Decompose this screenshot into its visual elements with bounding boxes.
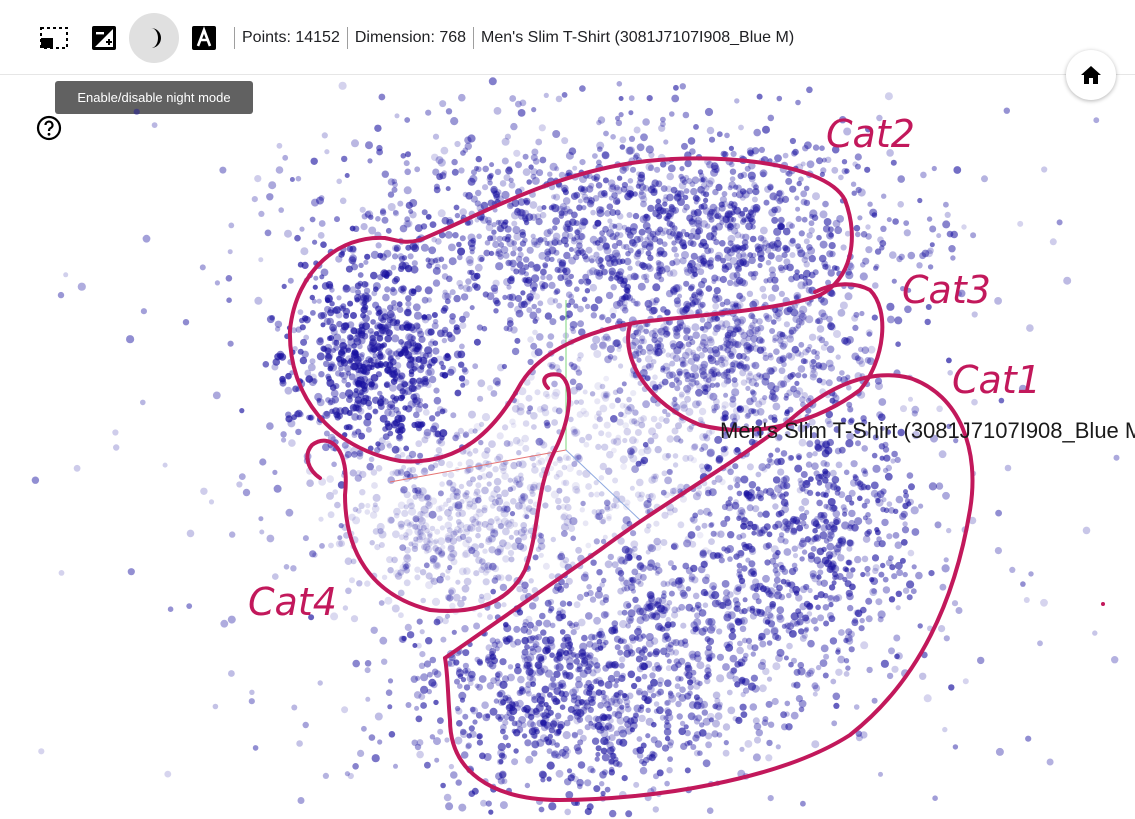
cat3-label: Cat3 <box>902 268 991 312</box>
selection-mode-button[interactable] <box>29 13 79 63</box>
cluster-annotations <box>287 156 975 802</box>
home-icon <box>1081 66 1101 84</box>
scatter-plot[interactable]: Cat2 Cat3 Cat1 Cat4 <box>0 76 1135 819</box>
cat1-label: Cat1 <box>952 358 1041 402</box>
annotation-dot <box>1101 602 1105 606</box>
projection-info: Points: 14152 Dimension: 768 Men's Slim … <box>234 27 801 49</box>
points-count: Points: 14152 <box>234 27 347 49</box>
hover-point-label: Men's Slim T-Shirt (3081J7107I908_Blue M… <box>720 418 1135 443</box>
labels-button[interactable] <box>179 13 229 63</box>
image-edit-icon <box>92 26 116 50</box>
help-circle-icon <box>36 115 62 141</box>
dimension-count: Dimension: 768 <box>346 27 473 49</box>
cat4-label: Cat4 <box>248 580 337 624</box>
moon-icon <box>151 28 161 48</box>
selected-point-name: Men's Slim T-Shirt (3081J7107I908_Blue M… <box>473 27 801 49</box>
scatter-points <box>31 77 1120 818</box>
cluster-labels: Cat2 Cat3 Cat1 Cat4 <box>248 112 1041 624</box>
home-button[interactable] <box>1066 50 1116 100</box>
cat2-label: Cat2 <box>826 112 915 156</box>
edit-label-button[interactable] <box>79 13 129 63</box>
cat1-outline <box>443 373 975 802</box>
cat4-outline <box>305 372 572 613</box>
select-rectangle-icon <box>40 27 68 49</box>
help-button[interactable] <box>36 115 62 141</box>
cat2-outline <box>287 156 854 464</box>
night-mode-tooltip: Enable/disable night mode <box>55 81 253 114</box>
letter-a-icon <box>192 26 216 50</box>
cat3-outline <box>626 282 885 433</box>
night-mode-button[interactable] <box>129 13 179 63</box>
toolbar: Points: 14152 Dimension: 768 Men's Slim … <box>0 0 1135 75</box>
